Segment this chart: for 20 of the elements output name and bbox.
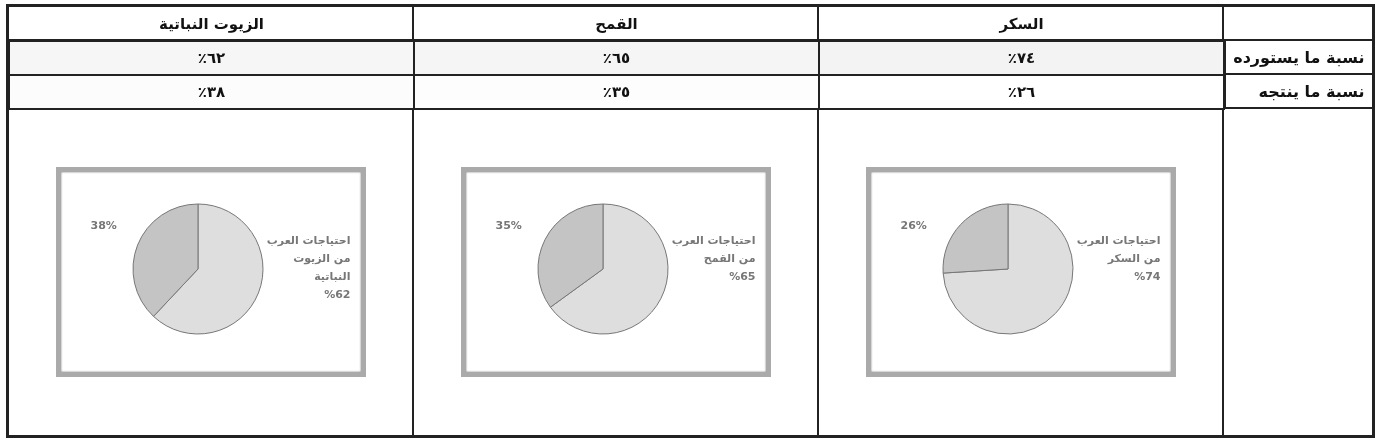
data-label: %65 [728,269,756,285]
slice-label: احتياجات العرب من السكر [1075,233,1161,267]
x-tick-label: السكر [998,14,1044,33]
y-tick-label: نسبة ما يستورده [1233,48,1365,67]
data-label: 26% [900,218,927,234]
data-label: ٪٢٦ [1007,83,1036,101]
x-tick-label: الزيوت النباتية [159,14,264,33]
data-label: ٪٣٥ [602,83,631,101]
data-label: ٪٧٤ [1007,49,1036,67]
data-label: %62 [323,287,351,303]
y-tick-label: نسبة ما ينتجه [1258,82,1365,101]
data-label: ٪٦٢ [197,49,226,67]
data-label: ٪٦٥ [602,49,631,67]
data-label: %74 [1133,269,1161,285]
slice-label: احتياجات العرب من القمح [670,233,756,267]
slice-label: احتياجات العرب من الزيوت النباتية [265,233,351,285]
data-label: 38% [90,218,117,234]
data-label: ٪٣٨ [197,83,226,101]
data-label: 35% [495,218,522,234]
x-tick-label: القمح [595,14,638,33]
